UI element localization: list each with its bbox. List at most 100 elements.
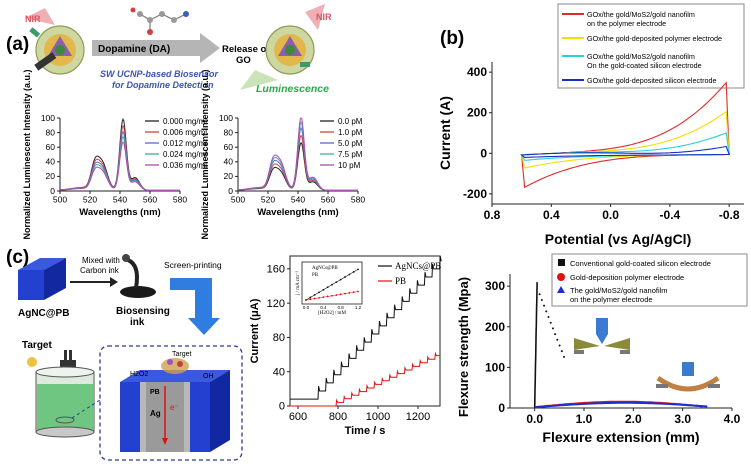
nir-label-right: NIR <box>316 12 332 22</box>
legend-label: 0.024 mg/ml <box>163 150 207 159</box>
amperometric-series-2 <box>290 351 440 407</box>
legend-label: 5.0 pM <box>338 139 363 148</box>
y-axis-label: Normalized Luminescent Intensity (a.u.) <box>200 69 210 239</box>
x-tick-label: -0.4 <box>660 208 681 222</box>
d-legend: Conventional gold-coated silicon electro… <box>551 253 748 307</box>
chart-c: 600 800 1000 1200 0 40 80 120 160 Time / s Current… <box>249 255 442 437</box>
inset-fit-line <box>305 291 359 301</box>
y-tick-label: 40 <box>46 157 56 167</box>
b-legend-text: GOx/the gold/MoS2/gold nanofilm <box>587 10 695 19</box>
legend-label: 0.000 mg/ml <box>163 117 207 126</box>
x-tick-label: 540 <box>113 195 127 205</box>
inset-legend-label: PB <box>312 273 319 278</box>
y-tick-label: 400 <box>467 65 487 79</box>
y-tick-label: 40 <box>224 157 234 167</box>
target-label: Target <box>22 340 52 351</box>
y-tick-label: 120 <box>267 298 285 310</box>
silicon-fracture-point <box>556 338 559 341</box>
y-tick-label: 40 <box>273 366 285 378</box>
y-tick-label: 80 <box>273 332 285 344</box>
flexure-test-icon <box>574 318 630 354</box>
x-axis-label: Potential (vs Ag/AgCl) <box>545 231 692 247</box>
y-tick-label: 80 <box>46 127 56 137</box>
panel-label-a: (a) <box>6 34 29 55</box>
inset-x-label: [H2O2] / mM <box>318 311 346 316</box>
x-tick-label: 580 <box>173 195 187 205</box>
biosensor-label-2: for Dopamine Detection <box>112 80 214 90</box>
dopamine-molecule-icon <box>130 7 189 35</box>
agnc-pb-cube-icon <box>18 258 66 300</box>
h2o2-label: H2O2 <box>130 371 148 378</box>
y-tick-label: 100 <box>41 113 55 123</box>
silicon-fracture-point <box>551 327 554 330</box>
chart-a-right: 500 520 540 560 580 0 20 40 60 80 100 Wavelengths (… <box>200 69 365 239</box>
x-tick-label: 1.0 <box>576 412 593 426</box>
y-tick-label: -200 <box>463 187 487 201</box>
d-legend-entry: Gold-deposition polymer electrode <box>557 273 684 282</box>
d-legend-marker-square <box>558 259 565 266</box>
ag-label: Ag <box>150 409 161 418</box>
y-tick-label: 0 <box>279 401 285 413</box>
x-tick-label: 0.8 <box>484 208 501 222</box>
x-axis-label: Time / s <box>345 425 386 437</box>
pb-label: PB <box>150 389 160 396</box>
x-tick-label: 580 <box>351 195 365 205</box>
inset-x-tick-label: 0.0 <box>303 305 310 310</box>
legend-label: 10 pM <box>338 161 361 170</box>
screen-printing-label: Screen-printing <box>164 260 222 270</box>
d-legend-text-2: on the polymer electrode <box>570 295 653 304</box>
series-line-5 <box>238 117 358 191</box>
flexure-bend-icon <box>656 362 720 392</box>
d-legend-text: Gold-deposition polymer electrode <box>570 273 684 282</box>
y-axis-label: Current (A) <box>437 96 453 170</box>
y-axis-label: Flexure strength (Mpa) <box>456 277 471 417</box>
inset-fit-line <box>305 269 359 301</box>
zoom-box <box>99 345 243 461</box>
legend-label: PB <box>395 276 406 286</box>
inset-frame <box>301 261 363 305</box>
electron-label: e⁻ <box>170 403 179 412</box>
legend-label: 0.006 mg/ml <box>163 128 207 137</box>
legend-label: 0.0 pM <box>338 117 363 126</box>
x-tick-label: 1200 <box>406 411 430 423</box>
legend-label: 0.036 mg/ml <box>163 161 207 170</box>
b-legend-text: GOx/the gold-deposited polymer electrode <box>587 34 722 43</box>
y-tick-label: 60 <box>224 142 234 152</box>
a-schematic: NIR Dopamine (DA) Release of GO SW UCNP-… <box>25 4 332 95</box>
d-legend-entry: The gold/MoS2/gold nanofilm on the polym… <box>557 286 668 304</box>
electrochemical-cell-icon <box>27 350 95 438</box>
amperometric-series-1 <box>290 255 442 400</box>
y-tick-label: 300 <box>485 279 505 293</box>
y-tick-label: 160 <box>267 264 285 276</box>
ink-label-2: ink <box>130 317 145 328</box>
luminescence-label: Luminescence <box>256 83 329 95</box>
silicon-fracture-point <box>558 344 561 347</box>
x-tick-label: 0.0 <box>602 208 619 222</box>
d-legend-text: Conventional gold-coated silicon electro… <box>570 259 711 268</box>
y-tick-label: 0 <box>50 186 55 196</box>
polymer-curve-2 <box>534 401 708 409</box>
silicon-fracture-point <box>545 310 548 313</box>
y-tick-label: 200 <box>485 320 505 334</box>
y-tick-label: 0 <box>498 401 505 415</box>
b-legend-text-2: On the gold-coated silicon electrode <box>587 61 702 70</box>
b-legend-text: GOx/the gold/MoS2/gold nanofilm <box>587 52 695 61</box>
x-axis-label: Wavelengths (nm) <box>257 207 338 218</box>
x-tick-label: 4.0 <box>724 412 741 426</box>
y-tick-label: 20 <box>224 171 234 181</box>
chart-a-left: 500 520 540 560 580 0 20 40 60 80 100 Wavelengths (… <box>22 69 207 239</box>
silicon-fracture-point <box>549 321 552 324</box>
y-tick-label: 20 <box>46 171 56 181</box>
silicon-fracture-point <box>543 304 546 307</box>
nir-label-left: NIR <box>25 14 41 24</box>
y-tick-label: 0 <box>228 186 233 196</box>
biosensor-label-1: SW UCNP-based Biosensor <box>100 69 219 79</box>
c-schematic: AgNC@PB Mixed with Carbon ink Biosensing… <box>18 254 243 461</box>
x-tick-label: 520 <box>261 195 275 205</box>
x-tick-label: 1000 <box>366 411 390 423</box>
electrode-cube-icon <box>120 358 230 452</box>
x-tick-label: 500 <box>53 195 67 205</box>
mix-label-1: Mixed with <box>82 256 120 265</box>
reaction-arrow <box>92 33 220 63</box>
